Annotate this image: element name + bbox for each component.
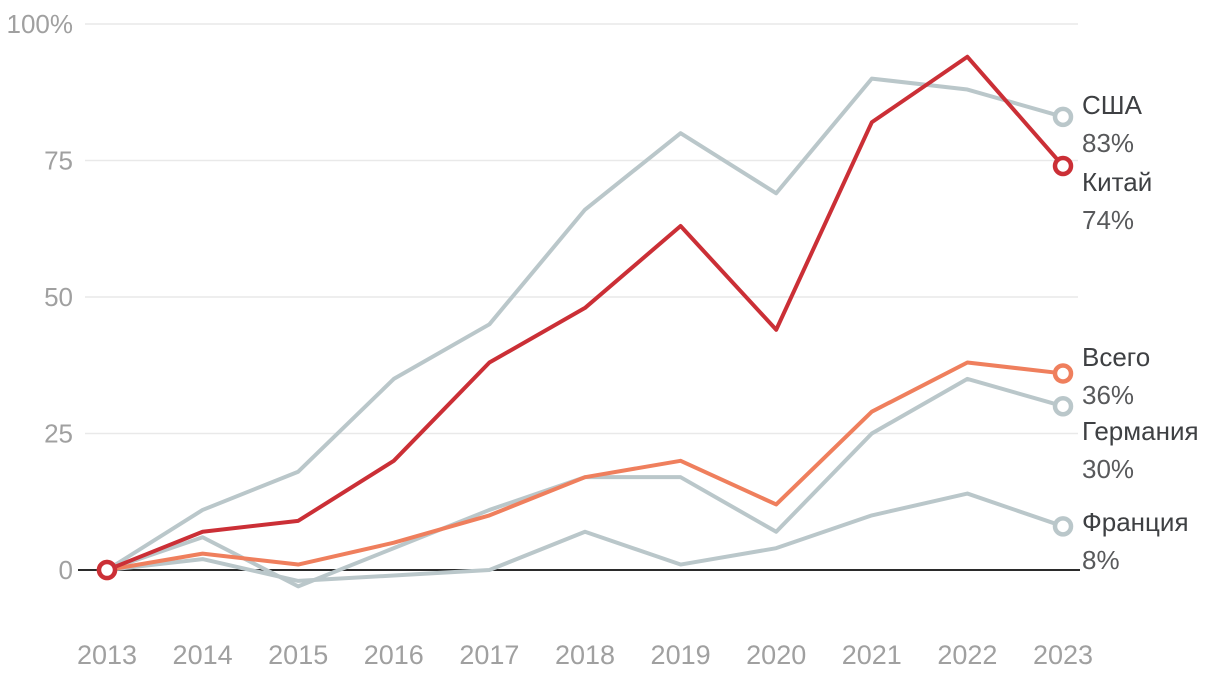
x-tick-label-2020: 2020 [746, 640, 806, 670]
end-marker-США [1052, 106, 1074, 128]
series-line-Германия [105, 376, 1065, 589]
series-line-Франция [105, 491, 1065, 583]
end-marker-Всего [1052, 363, 1074, 384]
x-tick-label-2023: 2023 [1033, 640, 1093, 670]
x-tick-label-2014: 2014 [173, 640, 233, 670]
series-label-value-Всего: 36% [1082, 380, 1134, 410]
series-line-Всего [105, 360, 1065, 572]
start-marker-Китай [96, 559, 118, 581]
series-label-name-Франция: Франция [1082, 507, 1189, 537]
x-tick-label-2013: 2013 [77, 640, 137, 670]
series-label-value-США: 83% [1082, 128, 1134, 158]
series-label-value-Германия: 30% [1082, 454, 1134, 484]
x-tick-label-2016: 2016 [364, 640, 424, 670]
x-tick-label-2022: 2022 [937, 640, 997, 670]
x-tick-label-2019: 2019 [651, 640, 711, 670]
series-label-name-США: США [1082, 90, 1143, 120]
y-tick-label-0: 0 [59, 555, 73, 585]
x-tick-label-2017: 2017 [459, 640, 519, 670]
end-marker-Китай [1052, 155, 1074, 177]
series-label-value-Китай: 74% [1082, 205, 1134, 235]
y-tick-label-50: 50 [44, 282, 73, 312]
y-tick-label-75: 75 [44, 146, 73, 176]
series-line-США [105, 76, 1065, 572]
series-line-Китай [105, 54, 1065, 572]
end-marker-Франция [1052, 516, 1074, 537]
x-tick-label-2021: 2021 [842, 640, 902, 670]
series-label-value-Франция: 8% [1082, 545, 1120, 575]
x-tick-label-2018: 2018 [555, 640, 615, 670]
end-marker-Германия [1052, 395, 1074, 417]
series-label-name-Китай: Китай [1082, 167, 1152, 197]
y-tick-label-100: 100% [7, 9, 74, 39]
x-tick-label-2015: 2015 [268, 640, 328, 670]
series-label-name-Всего: Всего [1082, 342, 1150, 372]
series-label-name-Германия: Германия [1082, 416, 1199, 446]
y-tick-label-25: 25 [44, 419, 73, 449]
